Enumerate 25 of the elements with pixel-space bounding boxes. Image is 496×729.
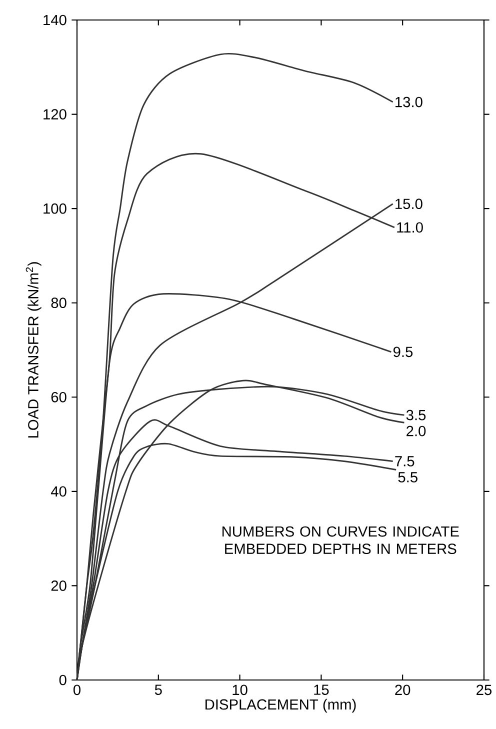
series-label: 11.0: [397, 222, 423, 233]
y-tick-label: 20: [51, 580, 66, 591]
series-label: 3.5: [406, 410, 426, 420]
annotation: NUMBERS ON CURVES INDICATE EMBEDDED DEPTHS IN METERS: [222, 526, 459, 554]
series-label: 9.5: [393, 346, 413, 358]
series-label: 13.0: [396, 96, 422, 108]
x-tick-label: 25: [476, 684, 492, 696]
y-tick-label: 60: [51, 392, 66, 402]
y-tick-label: 0: [59, 674, 66, 686]
x-tick-label: 15: [314, 684, 329, 695]
y-tick-label: 140: [44, 14, 66, 26]
x-tick-label: 0: [73, 684, 80, 696]
y-axis-title: LOAD TRANSFER (kN/m$^{2}$): [26, 262, 42, 438]
series-label: 7.5: [395, 456, 414, 466]
series-label: 15.0: [396, 198, 422, 210]
y-tick-label: 80: [51, 298, 66, 308]
x-tick-label: 5: [154, 684, 162, 695]
series-label: 5.5: [398, 472, 418, 482]
series-label: 2.0: [406, 426, 426, 436]
y-tick-label: 100: [44, 203, 66, 214]
x-axis-title: DISPLACEMENT (mm): [206, 698, 356, 713]
x-tick-label: 20: [395, 684, 410, 696]
y-tick-label: 40: [50, 486, 66, 497]
x-tick-label: 10: [232, 684, 248, 696]
y-tick-label: 120: [44, 109, 66, 120]
